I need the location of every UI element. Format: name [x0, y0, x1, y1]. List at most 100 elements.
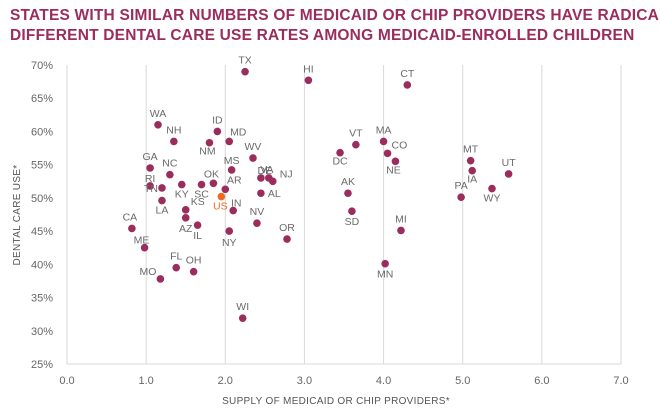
x-tick-label: 3.0: [297, 375, 312, 387]
data-label-hi: HI: [303, 63, 314, 75]
data-point-ut: [504, 170, 513, 178]
data-label-in: IN: [231, 198, 242, 210]
y-tick-label: 65%: [31, 93, 53, 105]
data-point-sc: [197, 180, 206, 189]
data-label-ma: MA: [376, 124, 392, 136]
data-point-ne: [391, 157, 400, 166]
data-label-tn: TN: [144, 183, 158, 195]
data-label-ct: CT: [400, 68, 415, 80]
data-point-mt: [466, 156, 475, 165]
data-label-nv: NV: [250, 206, 265, 218]
data-point-ri: [146, 182, 154, 190]
data-point-nv: [253, 219, 261, 227]
data-point-fl: [172, 263, 181, 272]
y-axis-title: DENTAL CARE USE*: [12, 165, 23, 266]
data-point-oh: [189, 267, 198, 276]
data-label-ia: IA: [467, 174, 477, 186]
x-tick-label: 5.0: [455, 375, 470, 387]
data-label-dc: DC: [332, 156, 348, 168]
data-label-va: VA: [260, 164, 273, 176]
data-point-tx: [241, 67, 249, 76]
data-label-md: MD: [230, 126, 247, 138]
data-point-id: [213, 127, 222, 136]
data-label-id: ID: [212, 114, 223, 126]
data-point-wy: [488, 184, 496, 193]
data-label-mo: MO: [139, 266, 156, 278]
data-point-mn: [381, 259, 389, 268]
data-point-ky: [177, 180, 186, 189]
data-label-nh: NH: [166, 124, 181, 136]
data-label-ok: OK: [204, 168, 219, 180]
chart-title: STATES WITH SIMILAR NUMBERS OF MEDICAID …: [10, 6, 660, 46]
data-label-ar: AR: [227, 174, 242, 186]
data-point-mo: [156, 275, 165, 283]
y-tick-label: 50%: [31, 193, 53, 205]
data-point-ct: [403, 81, 412, 89]
data-label-nj: NJ: [280, 168, 293, 180]
data-label-az: AZ: [179, 223, 193, 235]
data-point-mi: [397, 226, 405, 235]
x-tick-label: 4.0: [376, 375, 391, 387]
data-point-al: [257, 189, 265, 198]
data-label-ne: NE: [386, 164, 401, 176]
data-point-nh: [170, 137, 178, 146]
x-tick-label: 0.0: [59, 375, 74, 387]
x-tick-label: 7.0: [613, 375, 628, 387]
data-label-il: IL: [193, 230, 202, 242]
data-label-or: OR: [279, 222, 295, 234]
chart-title-line-2: DIFFERENT DENTAL CARE USE RATES AMONG ME…: [10, 27, 635, 44]
data-label-me: ME: [134, 235, 150, 247]
data-point-dc: [336, 148, 344, 157]
data-point-az: [181, 214, 190, 222]
data-point-co: [383, 149, 392, 158]
data-point-ia: [468, 166, 477, 175]
data-label-ga: GA: [143, 151, 158, 163]
data-label-fl: FL: [170, 251, 182, 263]
data-point-ga: [146, 164, 154, 172]
data-point-la: [158, 196, 166, 205]
y-tick-label: 55%: [31, 160, 53, 172]
data-label-vt: VT: [349, 128, 363, 140]
data-point-tn: [158, 184, 166, 192]
x-axis-title: SUPPLY OF MEDICAID OR CHIP PROVIDERS*: [222, 396, 450, 407]
data-label-oh: OH: [186, 255, 202, 267]
data-label-ut: UT: [502, 157, 517, 169]
data-point-us: [217, 192, 226, 201]
data-label-wv: WV: [245, 141, 262, 153]
data-point-wv: [249, 154, 257, 162]
data-point-de: [265, 174, 273, 182]
x-axis-ticks: 0.0 1.0 2.0 3.0 4.0 5.0 6.0 7.0: [59, 375, 628, 387]
data-point-ks: [181, 206, 190, 214]
data-point-sd: [348, 207, 356, 215]
y-tick-label: 70%: [31, 60, 53, 72]
data-label-wa: WA: [150, 108, 167, 120]
data-label-la: LA: [156, 205, 169, 217]
data-point-ms: [227, 166, 236, 174]
data-point-or: [283, 235, 291, 243]
y-axis-ticks: 25% 30% 35% 40% 45% 50% 55% 60% 65% 70%: [31, 60, 53, 371]
data-point-ak: [344, 189, 352, 198]
data-label-nc: NC: [162, 158, 178, 170]
y-tick-label: 40%: [31, 259, 53, 271]
data-label-mt: MT: [463, 144, 479, 156]
chart-title-line-1: STATES WITH SIMILAR NUMBERS OF MEDICAID …: [10, 7, 660, 24]
data-label-ca: CA: [123, 211, 138, 223]
data-label-ms: MS: [224, 155, 240, 167]
y-tick-label: 60%: [31, 126, 53, 138]
y-tick-label: 35%: [31, 293, 53, 305]
data-point-va: [257, 174, 265, 182]
y-tick-label: 45%: [31, 226, 53, 238]
data-label-ri: RI: [145, 173, 156, 185]
data-label-ny: NY: [222, 237, 237, 249]
data-label-sc: SC: [194, 189, 209, 201]
data-point-il: [193, 221, 202, 229]
data-label-ky: KY: [175, 189, 189, 201]
data-point-me: [140, 243, 149, 252]
data-point-wa: [154, 121, 162, 129]
data-label-pa: PA: [455, 180, 468, 192]
data-point-hi: [304, 76, 313, 85]
data-label-sd: SD: [345, 216, 360, 228]
data-point-ok: [209, 179, 218, 188]
